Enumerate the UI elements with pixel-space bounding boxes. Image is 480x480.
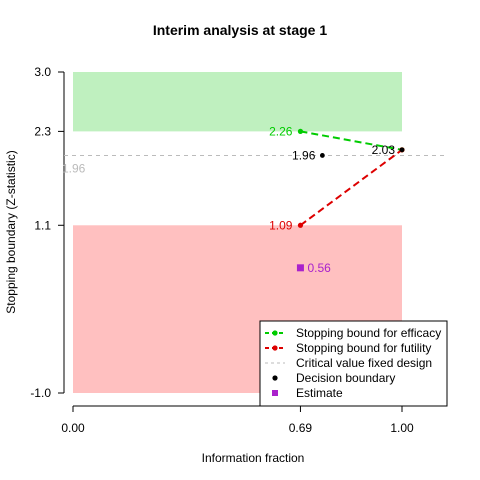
y-tick-label: -1.0 [30, 386, 51, 400]
chart-title: Interim analysis at stage 1 [152, 22, 328, 38]
efficacy-region [73, 72, 402, 132]
efficacy-label: 2.26 [269, 124, 293, 138]
decision-label: 1.96 [292, 148, 316, 162]
decision-point [399, 147, 405, 153]
critical-value-label: 1.96 [62, 161, 86, 175]
x-tick-label: 1.00 [390, 421, 414, 435]
y-tick-label: 3.0 [34, 65, 51, 79]
futility-label: 1.09 [269, 218, 293, 232]
y-axis-label: Stopping boundary (Z-statistic) [4, 150, 18, 314]
estimate-label: 0.56 [307, 261, 331, 275]
y-tick-label: 2.3 [34, 124, 51, 138]
x-axis-label: Information fraction [201, 451, 305, 465]
legend-dot [272, 375, 278, 381]
y-tick-label: 1.1 [34, 218, 51, 232]
legend-square [272, 390, 278, 396]
legend-label: Stopping bound for futility [296, 341, 431, 355]
legend-box [259, 320, 448, 407]
x-tick-label: 0.69 [289, 421, 313, 435]
legend-label: Critical value fixed design [296, 356, 432, 370]
legend-dot [272, 330, 278, 336]
x-tick-label: 0.00 [61, 421, 85, 435]
legend-label: Decision boundary [296, 371, 395, 385]
efficacy-point [297, 128, 304, 134]
estimate-point [296, 264, 304, 272]
legend-dot [272, 345, 278, 351]
efficacy-line [300, 130, 403, 151]
decision-point [319, 153, 325, 158]
end-value-label: 2.03 [372, 143, 396, 157]
futility-line [299, 149, 403, 227]
futility-point [297, 222, 304, 228]
legend-label: Estimate [296, 386, 343, 400]
legend-label: Stopping bound for efficacy [296, 326, 441, 340]
